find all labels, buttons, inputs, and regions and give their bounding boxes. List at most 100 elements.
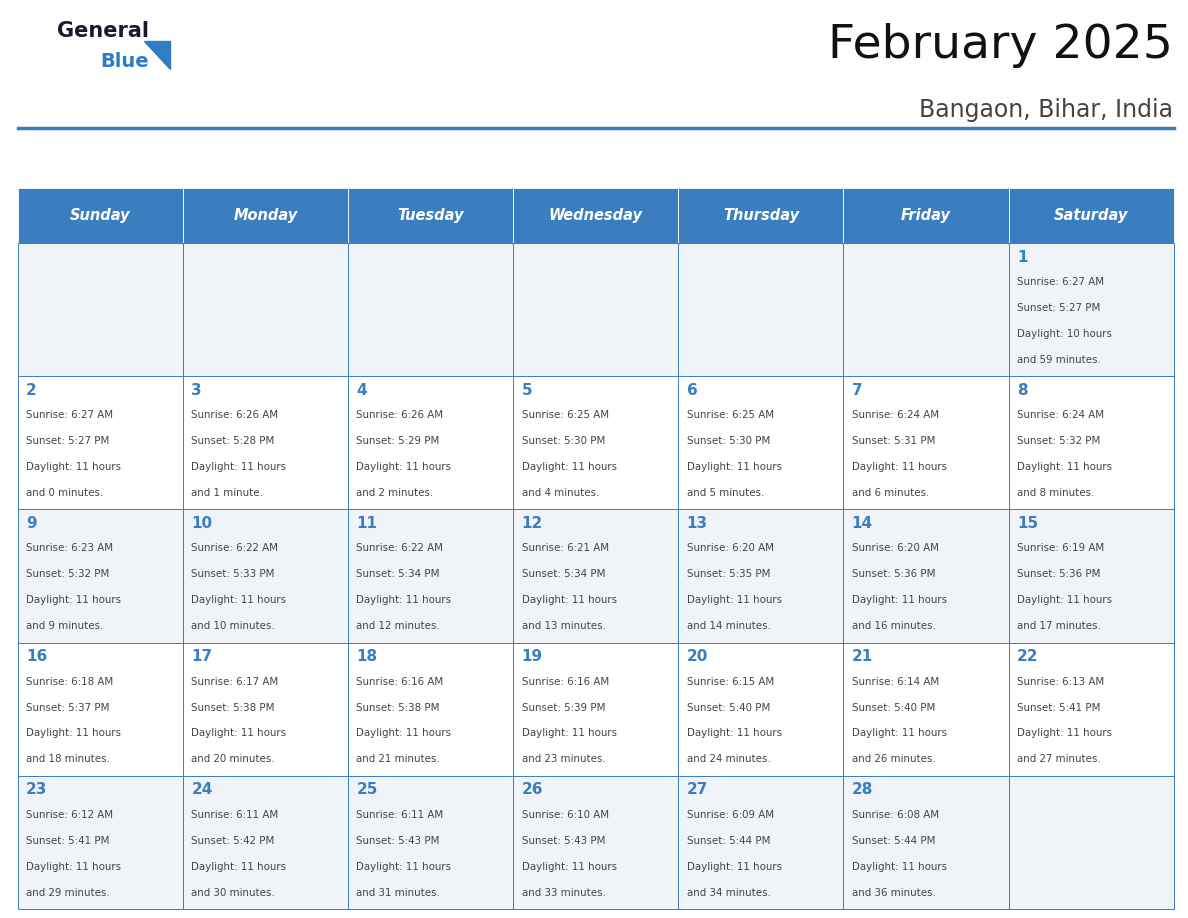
Text: Daylight: 11 hours: Daylight: 11 hours bbox=[522, 463, 617, 472]
Text: Daylight: 11 hours: Daylight: 11 hours bbox=[687, 596, 782, 605]
Text: Sunrise: 6:19 AM: Sunrise: 6:19 AM bbox=[1017, 543, 1104, 554]
Text: Daylight: 11 hours: Daylight: 11 hours bbox=[191, 862, 286, 871]
Text: 12: 12 bbox=[522, 516, 543, 531]
Text: Sunrise: 6:27 AM: Sunrise: 6:27 AM bbox=[1017, 277, 1104, 287]
Text: Sunrise: 6:25 AM: Sunrise: 6:25 AM bbox=[687, 410, 773, 420]
Bar bbox=[513, 643, 678, 776]
Text: and 12 minutes.: and 12 minutes. bbox=[356, 621, 440, 632]
Text: Daylight: 11 hours: Daylight: 11 hours bbox=[522, 862, 617, 871]
Text: and 34 minutes.: and 34 minutes. bbox=[687, 888, 770, 898]
Text: 16: 16 bbox=[26, 649, 48, 664]
Bar bbox=[843, 188, 1009, 243]
Text: Sunrise: 6:11 AM: Sunrise: 6:11 AM bbox=[356, 810, 443, 820]
Text: and 0 minutes.: and 0 minutes. bbox=[26, 488, 103, 498]
Text: Sunset: 5:40 PM: Sunset: 5:40 PM bbox=[687, 702, 770, 712]
Text: Sunset: 5:43 PM: Sunset: 5:43 PM bbox=[356, 835, 440, 845]
Text: Daylight: 11 hours: Daylight: 11 hours bbox=[852, 862, 947, 871]
Bar bbox=[183, 188, 348, 243]
Text: Sunrise: 6:12 AM: Sunrise: 6:12 AM bbox=[26, 810, 113, 820]
Text: Daylight: 11 hours: Daylight: 11 hours bbox=[26, 463, 121, 472]
Text: 23: 23 bbox=[26, 782, 48, 797]
Bar bbox=[18, 376, 183, 509]
Text: Daylight: 11 hours: Daylight: 11 hours bbox=[191, 729, 286, 738]
Text: 4: 4 bbox=[356, 383, 367, 397]
Text: and 9 minutes.: and 9 minutes. bbox=[26, 621, 103, 632]
Text: Sunrise: 6:17 AM: Sunrise: 6:17 AM bbox=[191, 677, 278, 687]
Text: Sunset: 5:34 PM: Sunset: 5:34 PM bbox=[522, 569, 605, 579]
Text: and 2 minutes.: and 2 minutes. bbox=[356, 488, 434, 498]
Text: 6: 6 bbox=[687, 383, 697, 397]
Bar bbox=[513, 509, 678, 643]
Text: Sunrise: 6:23 AM: Sunrise: 6:23 AM bbox=[26, 543, 113, 554]
Text: Sunset: 5:41 PM: Sunset: 5:41 PM bbox=[1017, 702, 1100, 712]
Text: and 27 minutes.: and 27 minutes. bbox=[1017, 755, 1100, 765]
Text: Sunset: 5:28 PM: Sunset: 5:28 PM bbox=[191, 436, 274, 446]
Text: Daylight: 11 hours: Daylight: 11 hours bbox=[1017, 729, 1112, 738]
Text: and 30 minutes.: and 30 minutes. bbox=[191, 888, 274, 898]
Text: Monday: Monday bbox=[233, 208, 298, 223]
Text: 27: 27 bbox=[687, 782, 708, 797]
Bar bbox=[183, 376, 348, 509]
Text: Daylight: 10 hours: Daylight: 10 hours bbox=[1017, 330, 1112, 339]
Text: Sunset: 5:27 PM: Sunset: 5:27 PM bbox=[1017, 303, 1100, 313]
Text: Sunrise: 6:24 AM: Sunrise: 6:24 AM bbox=[852, 410, 939, 420]
Text: Sunrise: 6:21 AM: Sunrise: 6:21 AM bbox=[522, 543, 608, 554]
Text: Sunrise: 6:16 AM: Sunrise: 6:16 AM bbox=[522, 677, 608, 687]
Bar bbox=[513, 243, 678, 376]
Text: Sunset: 5:27 PM: Sunset: 5:27 PM bbox=[26, 436, 109, 446]
Bar bbox=[843, 643, 1009, 776]
Text: 26: 26 bbox=[522, 782, 543, 797]
Text: Sunrise: 6:14 AM: Sunrise: 6:14 AM bbox=[852, 677, 939, 687]
Text: and 5 minutes.: and 5 minutes. bbox=[687, 488, 764, 498]
Bar bbox=[18, 776, 183, 909]
Text: 3: 3 bbox=[191, 383, 202, 397]
Bar bbox=[1009, 376, 1174, 509]
Text: February 2025: February 2025 bbox=[828, 23, 1173, 69]
Text: Sunset: 5:38 PM: Sunset: 5:38 PM bbox=[191, 702, 274, 712]
Text: and 8 minutes.: and 8 minutes. bbox=[1017, 488, 1094, 498]
Bar bbox=[1009, 509, 1174, 643]
Text: Wednesday: Wednesday bbox=[549, 208, 643, 223]
Text: Daylight: 11 hours: Daylight: 11 hours bbox=[26, 596, 121, 605]
Text: 21: 21 bbox=[852, 649, 873, 664]
Text: Sunrise: 6:20 AM: Sunrise: 6:20 AM bbox=[852, 543, 939, 554]
Bar bbox=[183, 643, 348, 776]
Text: and 13 minutes.: and 13 minutes. bbox=[522, 621, 605, 632]
Text: and 31 minutes.: and 31 minutes. bbox=[356, 888, 440, 898]
Text: Sunset: 5:29 PM: Sunset: 5:29 PM bbox=[356, 436, 440, 446]
Text: Sunset: 5:32 PM: Sunset: 5:32 PM bbox=[1017, 436, 1100, 446]
Text: Sunrise: 6:27 AM: Sunrise: 6:27 AM bbox=[26, 410, 113, 420]
Text: Blue: Blue bbox=[100, 51, 148, 71]
Text: and 33 minutes.: and 33 minutes. bbox=[522, 888, 605, 898]
Bar bbox=[348, 509, 513, 643]
Text: Friday: Friday bbox=[901, 208, 952, 223]
Text: Daylight: 11 hours: Daylight: 11 hours bbox=[852, 729, 947, 738]
Text: Bangaon, Bihar, India: Bangaon, Bihar, India bbox=[918, 98, 1173, 122]
Text: Sunrise: 6:08 AM: Sunrise: 6:08 AM bbox=[852, 810, 939, 820]
Text: Sunset: 5:43 PM: Sunset: 5:43 PM bbox=[522, 835, 605, 845]
Bar bbox=[843, 776, 1009, 909]
Text: Daylight: 11 hours: Daylight: 11 hours bbox=[356, 862, 451, 871]
Text: 11: 11 bbox=[356, 516, 378, 531]
Text: 18: 18 bbox=[356, 649, 378, 664]
Text: Sunset: 5:37 PM: Sunset: 5:37 PM bbox=[26, 702, 109, 712]
Text: and 20 minutes.: and 20 minutes. bbox=[191, 755, 274, 765]
Text: and 16 minutes.: and 16 minutes. bbox=[852, 621, 935, 632]
Bar bbox=[348, 188, 513, 243]
Text: Sunset: 5:32 PM: Sunset: 5:32 PM bbox=[26, 569, 109, 579]
Text: Sunset: 5:38 PM: Sunset: 5:38 PM bbox=[356, 702, 440, 712]
Text: 22: 22 bbox=[1017, 649, 1038, 664]
Bar bbox=[348, 243, 513, 376]
Bar bbox=[513, 376, 678, 509]
Text: Daylight: 11 hours: Daylight: 11 hours bbox=[687, 729, 782, 738]
Bar bbox=[1009, 243, 1174, 376]
Text: 7: 7 bbox=[852, 383, 862, 397]
Text: Daylight: 11 hours: Daylight: 11 hours bbox=[356, 596, 451, 605]
Text: Sunset: 5:36 PM: Sunset: 5:36 PM bbox=[852, 569, 935, 579]
Text: Daylight: 11 hours: Daylight: 11 hours bbox=[26, 862, 121, 871]
Text: and 21 minutes.: and 21 minutes. bbox=[356, 755, 440, 765]
Text: Daylight: 11 hours: Daylight: 11 hours bbox=[687, 862, 782, 871]
Text: Daylight: 11 hours: Daylight: 11 hours bbox=[356, 729, 451, 738]
Text: and 10 minutes.: and 10 minutes. bbox=[191, 621, 274, 632]
Text: 14: 14 bbox=[852, 516, 873, 531]
